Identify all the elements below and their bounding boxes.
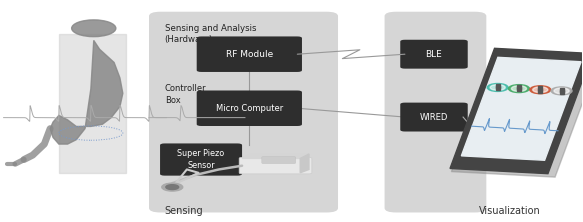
- Circle shape: [508, 85, 529, 93]
- Circle shape: [511, 86, 526, 91]
- Polygon shape: [242, 154, 309, 159]
- Circle shape: [490, 85, 505, 90]
- Text: RF Module: RF Module: [226, 50, 273, 59]
- Circle shape: [554, 88, 569, 94]
- FancyBboxPatch shape: [401, 103, 468, 131]
- FancyBboxPatch shape: [262, 157, 296, 164]
- Text: Super Piezo
Sensor: Super Piezo Sensor: [177, 149, 224, 170]
- Circle shape: [162, 183, 182, 191]
- FancyBboxPatch shape: [149, 12, 338, 212]
- Circle shape: [166, 185, 178, 190]
- FancyBboxPatch shape: [160, 143, 242, 176]
- Polygon shape: [450, 48, 583, 174]
- Text: Micro Computer: Micro Computer: [216, 104, 283, 113]
- Circle shape: [72, 20, 116, 37]
- Text: Visualization: Visualization: [479, 206, 540, 216]
- Polygon shape: [50, 40, 123, 144]
- FancyBboxPatch shape: [196, 36, 302, 72]
- Text: BLE: BLE: [426, 50, 442, 59]
- Polygon shape: [461, 57, 581, 160]
- FancyBboxPatch shape: [401, 40, 468, 69]
- Circle shape: [551, 87, 572, 95]
- Polygon shape: [59, 34, 126, 173]
- Circle shape: [533, 87, 548, 93]
- Text: WIRED: WIRED: [420, 113, 448, 122]
- FancyBboxPatch shape: [239, 157, 312, 174]
- FancyBboxPatch shape: [196, 91, 302, 126]
- FancyBboxPatch shape: [385, 12, 486, 212]
- Text: Controller
Box: Controller Box: [165, 84, 206, 105]
- Text: Sensing and Analysis
(Hardware): Sensing and Analysis (Hardware): [165, 24, 256, 44]
- Circle shape: [487, 83, 508, 91]
- Polygon shape: [300, 154, 309, 173]
- Text: Sensing: Sensing: [164, 206, 203, 216]
- Polygon shape: [451, 49, 583, 177]
- Circle shape: [530, 86, 551, 94]
